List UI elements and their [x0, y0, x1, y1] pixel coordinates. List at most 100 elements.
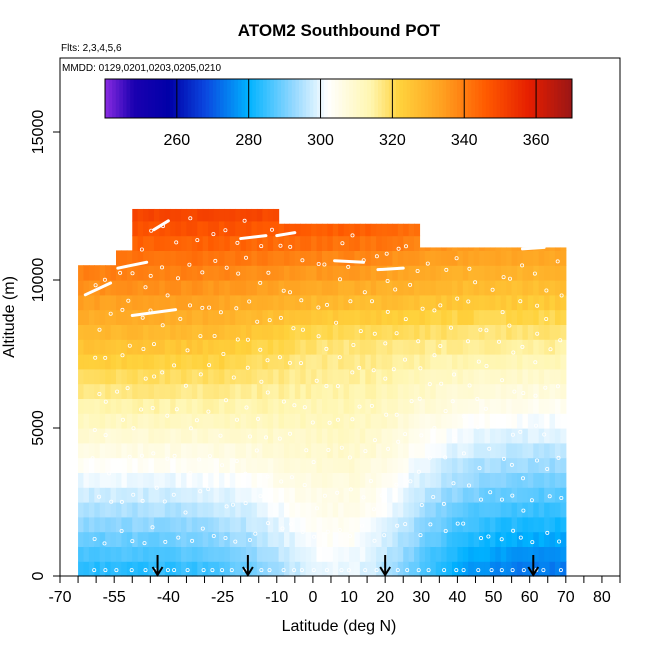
heatmap-cell-51 — [88, 428, 95, 444]
heatmap-cell-866 — [273, 516, 280, 533]
sample-point-198 — [324, 302, 329, 307]
heatmap-cell-1302 — [370, 472, 377, 488]
heatmap-cell-507 — [191, 280, 198, 296]
sample-point-227 — [362, 290, 367, 295]
heatmap-cell-504 — [191, 324, 198, 340]
heatmap-cell-54 — [88, 383, 95, 399]
heatmap-cell-652 — [224, 354, 231, 370]
heatmap-cell-1100 — [321, 265, 328, 281]
heatmap-cell-875 — [273, 383, 280, 399]
heatmap-cell-583 — [208, 265, 215, 281]
heatmap-cell-853 — [267, 339, 274, 355]
heatmap-cell-1796 — [484, 442, 491, 459]
heatmap-cell-1718 — [462, 247, 469, 251]
heatmap-cell-108 — [105, 516, 112, 533]
heatmap-cell-3 — [78, 516, 85, 533]
colorbar-tick-label-0: 260 — [163, 132, 190, 149]
heatmap-cell-1646 — [446, 280, 453, 296]
heatmap-cell-1607 — [441, 516, 448, 533]
heatmap-cell-2026 — [538, 442, 545, 459]
heatmap-cell-392 — [170, 502, 177, 518]
heatmap-cell-547 — [202, 428, 209, 444]
heatmap-cell-1075 — [316, 280, 323, 296]
colorbar-segment-44 — [263, 79, 268, 118]
heatmap-cell-502 — [191, 354, 198, 370]
sample-point-2 — [97, 494, 102, 499]
heatmap-cell-1369 — [386, 546, 393, 562]
heatmap-cell-49 — [88, 457, 95, 473]
heatmap-cell-1621 — [441, 309, 448, 325]
heatmap-cell-2100 — [554, 368, 561, 385]
colorbar-segment-33 — [223, 79, 228, 118]
heatmap-cell-1721 — [468, 531, 475, 547]
heatmap-cell-1615 — [441, 398, 448, 414]
heatmap-cell-2020 — [538, 531, 545, 547]
heatmap-cell-366 — [164, 516, 171, 533]
heatmap-cell-880 — [273, 309, 280, 325]
heatmap-cell-1634 — [446, 457, 453, 473]
heatmap-cell-1262 — [359, 354, 366, 370]
sample-point-283 — [432, 353, 437, 358]
heatmap-cell-1297 — [370, 546, 377, 562]
heatmap-cell-2025 — [538, 457, 545, 473]
heatmap-cell-1934 — [517, 442, 524, 459]
sample-point-273 — [418, 366, 423, 371]
heatmap-cell-1826 — [489, 339, 496, 355]
heatmap-cell-1819 — [489, 442, 496, 459]
sample-point-213 — [347, 455, 352, 460]
sample-point-137 — [253, 531, 258, 536]
sample-point-326 — [483, 406, 488, 411]
heatmap-cell-401 — [170, 368, 177, 385]
heatmap-cell-389 — [170, 546, 177, 562]
sample-point-175 — [302, 483, 307, 488]
heatmap-cell-1013 — [305, 487, 312, 503]
heatmap-cell-1244 — [354, 265, 361, 281]
heatmap-cell-1978 — [527, 472, 534, 488]
heatmap-cell-122 — [105, 309, 112, 325]
heatmap-cell-844 — [267, 472, 274, 488]
heatmap-cell-1743 — [473, 546, 480, 562]
heatmap-cell-442 — [181, 502, 188, 518]
heatmap-cell-382 — [164, 280, 171, 296]
sample-point-149 — [263, 435, 268, 440]
heatmap-cell-178 — [121, 428, 128, 444]
heatmap-cell-1238 — [354, 354, 361, 370]
heatmap-cell-708 — [235, 265, 242, 281]
heatmap-cell-1923 — [511, 265, 518, 281]
heatmap-cell-1236 — [354, 383, 361, 399]
heatmap-cell-537 — [197, 208, 204, 222]
heatmap-cell-1960 — [522, 398, 529, 414]
sample-point-19 — [119, 529, 124, 534]
heatmap-cell-1388 — [386, 265, 393, 281]
sample-point-277 — [426, 568, 431, 573]
heatmap-cell-1471 — [408, 457, 415, 473]
sample-point-63 — [165, 293, 170, 298]
heatmap-cell-1192 — [343, 324, 350, 340]
heatmap-cell-216 — [132, 516, 139, 533]
heatmap-cell-113 — [105, 442, 112, 459]
heatmap-cell-806 — [256, 294, 263, 311]
heatmap-cell-494 — [191, 472, 198, 488]
heatmap-cell-2033 — [538, 339, 545, 355]
heatmap-cell-535 — [197, 235, 204, 251]
heatmap-cell-1185 — [343, 428, 350, 444]
heatmap-cell-1614 — [441, 413, 448, 429]
colorbar-segment-26 — [198, 79, 203, 118]
heatmap-cell-714 — [240, 546, 247, 562]
colorbar-segment-107 — [489, 79, 494, 118]
heatmap-cell-434 — [175, 250, 182, 266]
sample-point-219 — [350, 233, 355, 238]
heatmap-cell-660 — [224, 235, 231, 251]
sample-point-173 — [299, 568, 304, 573]
heatmap-cell-1233 — [354, 428, 361, 444]
heatmap-cell-1736 — [468, 309, 475, 325]
heatmap-cell-1285 — [365, 368, 372, 385]
heatmap-cell-168 — [116, 250, 123, 266]
colorbar-tick-label-1: 280 — [235, 132, 262, 149]
heatmap-cell-1999 — [533, 502, 540, 518]
sample-point-104 — [211, 232, 216, 237]
heatmap-cell-1386 — [386, 294, 393, 311]
heatmap-cell-992 — [300, 442, 307, 459]
heatmap-cell-643 — [224, 487, 231, 503]
colorbar-segment-11 — [144, 79, 149, 118]
